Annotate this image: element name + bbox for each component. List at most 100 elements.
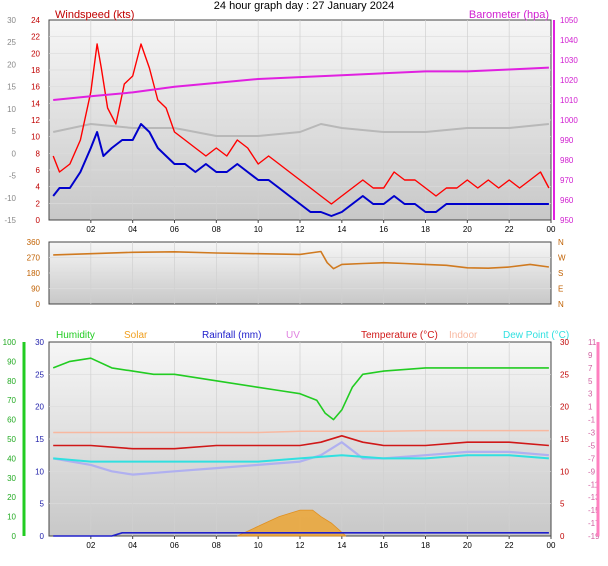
temp-tick: 15: [560, 435, 569, 444]
baro-tick: 1040: [560, 36, 578, 45]
atm-x-tick: 20: [463, 541, 472, 550]
compass-tick: N: [558, 238, 564, 247]
dir-tick: 0: [36, 300, 41, 309]
atm-x-tick: 00: [547, 541, 556, 550]
wind-outer-tick: 0: [12, 149, 17, 158]
rain-tick: 0: [40, 532, 45, 541]
windspeed-axis-title: Windspeed (kts): [55, 9, 134, 21]
wind-outer-tick: 15: [7, 83, 16, 92]
temp-right-tick: 7: [588, 364, 593, 373]
temp-right-tick: -1: [588, 416, 596, 425]
temp-right-tick: 1: [588, 403, 593, 412]
dir-tick: 180: [27, 269, 41, 278]
wind-tick: 4: [36, 183, 41, 192]
atm-x-tick: 06: [170, 541, 179, 550]
legend-6: Dew Point (°C): [503, 330, 569, 341]
baro-tick: 990: [560, 136, 574, 145]
humidity-line: [52, 357, 549, 421]
temp-right-tick: -5: [588, 441, 596, 450]
baro-tick: 1020: [560, 76, 578, 85]
wind-tick: 2: [36, 199, 41, 208]
wind-x-tick: 10: [254, 225, 263, 234]
wind-tick: 24: [31, 16, 40, 25]
temp-right-tick: -11: [588, 480, 600, 489]
legend-0: Humidity: [56, 330, 95, 341]
wind-tick: 16: [31, 83, 40, 92]
temperature-line: [53, 434, 549, 450]
atm-x-tick: 04: [128, 541, 137, 550]
wind-tick: 20: [31, 49, 40, 58]
temp-right-tick: -9: [588, 467, 596, 476]
dewpoint-line: [53, 454, 549, 463]
atm-x-tick: 02: [86, 541, 95, 550]
temp-right-tick: 3: [588, 390, 593, 399]
wind-tick: 0: [36, 216, 41, 225]
temp-tick: 5: [560, 500, 565, 509]
humidity-tick: 30: [7, 474, 16, 483]
legend-5: Indoor: [449, 330, 478, 341]
legend-3: UV: [286, 330, 300, 341]
wind-x-tick: 20: [463, 225, 472, 234]
baro-tick: 960: [560, 196, 574, 205]
atm-x-tick: 08: [212, 541, 221, 550]
wind-x-tick: 02: [86, 225, 95, 234]
rain-tick: 10: [35, 467, 44, 476]
direction-line: [53, 250, 550, 270]
wind-outer-tick: 25: [7, 38, 16, 47]
baro-tick: 980: [560, 156, 574, 165]
temp-right-tick: 9: [588, 351, 593, 360]
compass-tick: N: [558, 300, 564, 309]
wind-x-tick: 18: [421, 225, 430, 234]
legend-4: Temperature (°C): [361, 330, 438, 341]
temp-tick: 10: [560, 467, 569, 476]
dir-tick: 90: [31, 285, 40, 294]
wind-tick: 8: [36, 149, 41, 158]
atm-x-tick: 10: [254, 541, 263, 550]
atm-x-tick: 16: [379, 541, 388, 550]
atm-x-tick: 14: [337, 541, 346, 550]
temp-right-tick: -19: [588, 532, 600, 541]
humidity-tick: 0: [12, 532, 17, 541]
wind-tick: 22: [31, 33, 40, 42]
humidity-tick: 20: [7, 493, 16, 502]
wind-x-tick: 16: [379, 225, 388, 234]
humidity-tick: 40: [7, 454, 16, 463]
wind-x-tick: 22: [505, 225, 514, 234]
wind-x-tick: 06: [170, 225, 179, 234]
humidity-tick: 80: [7, 377, 16, 386]
rain-tick: 25: [35, 370, 44, 379]
temp-right-tick: -15: [588, 506, 600, 515]
wind-x-tick: 08: [212, 225, 221, 234]
temp-right-tick: 11: [588, 338, 597, 347]
solar-area: [237, 509, 347, 537]
temp-right-tick: -17: [588, 519, 600, 528]
rain-tick: 5: [40, 500, 45, 509]
avg-wind-line: [52, 123, 549, 217]
barometer-line: [53, 66, 549, 101]
rain-tick: 30: [35, 338, 44, 347]
humidity-tick: 60: [7, 416, 16, 425]
baro-tick: 970: [560, 176, 574, 185]
baro-tick: 1030: [560, 56, 578, 65]
humidity-tick: 100: [3, 338, 17, 347]
humidity-tick: 70: [7, 396, 16, 405]
baro-tick: 1000: [560, 116, 578, 125]
gust-line: [52, 43, 550, 205]
compass-tick: E: [558, 285, 563, 294]
compass-tick: S: [558, 269, 563, 278]
wind-outer-tick: -10: [4, 194, 16, 203]
barometer-axis-title: Barometer (hpa): [469, 9, 549, 21]
legend-1: Solar: [124, 330, 148, 341]
temp-tick: 30: [560, 338, 569, 347]
wind-outer-tick: -15: [4, 216, 16, 225]
temp-right-tick: -7: [588, 454, 596, 463]
indoor-line: [53, 429, 549, 434]
wind-outer-tick: 20: [7, 60, 16, 69]
graph-title: 24 hour graph day : 27 January 2024: [214, 0, 394, 12]
temp-right-tick: 5: [588, 377, 593, 386]
wind-tick: 12: [31, 116, 40, 125]
wind-tick: 14: [31, 99, 40, 108]
humidity-tick: 50: [7, 435, 16, 444]
